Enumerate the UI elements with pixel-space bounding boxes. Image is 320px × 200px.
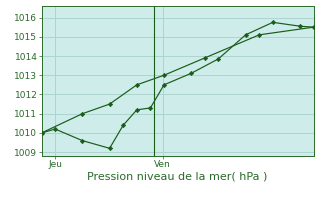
X-axis label: Pression niveau de la mer( hPa ): Pression niveau de la mer( hPa ) xyxy=(87,172,268,182)
